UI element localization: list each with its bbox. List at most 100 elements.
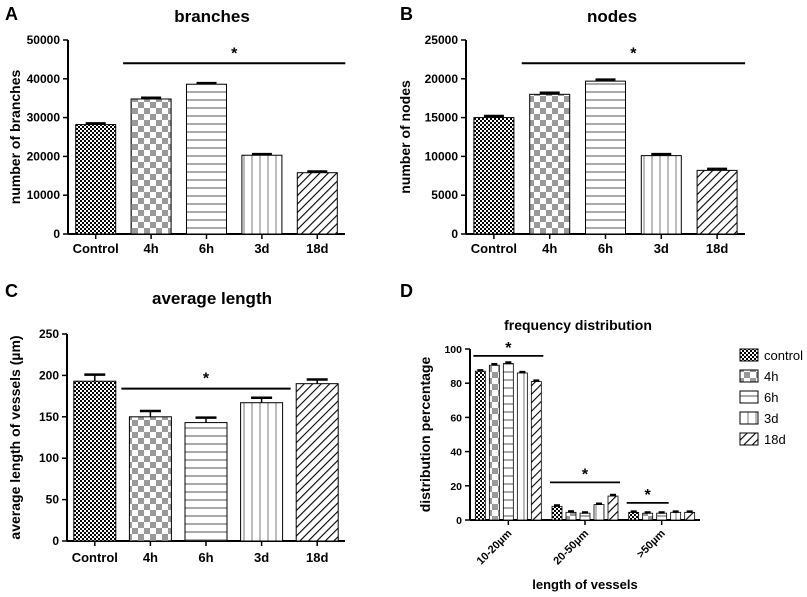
y-tick-label: 20000 [425,72,459,86]
bar [502,363,514,521]
x-tick-label: 3d [254,550,269,565]
y-tick-label: 10000 [27,188,61,202]
bar [295,383,339,542]
y-axis-label: average length of vessels (µm) [7,335,23,539]
x-tick-label: 4h [143,550,158,565]
y-tick-label: 30000 [27,111,61,125]
legend-label: 3d [764,411,778,426]
x-tick-label: 18d [306,550,328,565]
legend-swatch [739,369,759,383]
significance-marker: * [203,371,210,388]
x-tick-label: 10-20µm [475,527,515,567]
x-tick-label: 20-50µm [551,527,591,567]
y-tick-label: 150 [39,410,59,424]
y-axis-label: number of branches [7,70,23,205]
y-tick-label: 0 [52,534,59,548]
y-tick-label: 25000 [425,33,459,47]
bar [642,512,654,521]
bar [640,155,682,235]
bar [585,80,626,235]
bar [565,511,577,521]
legend-swatch [739,348,759,362]
chart-title: average length [152,289,272,308]
y-tick-label: 80 [450,378,462,390]
x-tick-label: 3d [654,241,669,256]
chart-title: nodes [587,7,637,26]
chart-title: frequency distribution [504,317,652,333]
x-tick-label: Control [471,241,517,256]
x-tick-label: 6h [199,241,214,256]
bar [628,511,640,521]
bar [696,169,738,235]
y-tick-label: 0 [53,227,60,241]
significance-marker: * [582,466,589,483]
x-tick-label: Control [73,241,119,256]
legend-label: 18d [764,432,786,447]
y-tick-label: 20000 [27,149,61,163]
significance-marker: * [645,487,652,504]
x-tick-label: 18d [306,241,328,256]
x-tick-label: 18d [706,241,728,256]
panel-letter: B [400,4,413,24]
y-tick-label: 50 [46,493,60,507]
x-tick-label: 3d [254,241,269,256]
bar [184,422,228,542]
y-tick-label: 5000 [431,188,458,202]
x-tick-label: >50µm [635,527,668,560]
legend-label: control [764,348,803,363]
y-tick-label: 15000 [425,111,459,125]
bar [670,511,682,521]
bar [75,124,117,235]
y-tick-label: 10000 [425,149,459,163]
legend-label: 4h [764,369,778,384]
y-tick-label: 100 [444,344,462,356]
legend-label: 6h [764,390,778,405]
bar [684,511,696,521]
y-tick-label: 60 [450,412,462,424]
bar [551,505,563,521]
y-tick-label: 0 [456,515,462,527]
bar [241,154,283,235]
bar [128,416,172,542]
x-tick-label: Control [72,550,118,565]
x-tick-label: 6h [598,241,613,256]
bar [488,364,500,521]
y-axis-label: distribution percentage [417,357,433,513]
bar [130,98,172,235]
bar [593,504,605,521]
bar [473,117,515,235]
x-tick-label: 6h [198,550,213,565]
chart-title: branches [174,7,250,26]
legend-swatch [739,411,759,425]
bar [240,402,284,542]
x-axis-label: length of vessels [532,577,637,592]
panel-letter: C [5,281,18,301]
y-tick-label: 50000 [27,33,61,47]
panel-letter: D [400,281,413,301]
bar [296,172,338,235]
x-tick-label: 4h [542,241,557,256]
significance-marker: * [505,340,512,357]
y-axis-label: number of nodes [397,80,413,194]
y-tick-label: 20 [450,481,462,493]
y-tick-label: 0 [451,227,458,241]
x-tick-label: 4h [144,241,159,256]
bar [516,372,528,521]
legend-swatch [739,432,759,446]
significance-marker: * [231,45,238,62]
y-tick-label: 100 [39,451,59,465]
significance-marker: * [630,45,637,62]
bar [656,512,668,521]
bar [474,370,486,521]
bar [186,83,227,235]
bar [529,93,571,235]
bar [607,495,619,521]
bar [73,380,117,542]
y-tick-label: 200 [39,368,59,382]
y-tick-label: 250 [39,327,59,341]
bar [579,512,591,521]
y-tick-label: 40 [450,447,462,459]
legend-swatch [739,390,759,404]
